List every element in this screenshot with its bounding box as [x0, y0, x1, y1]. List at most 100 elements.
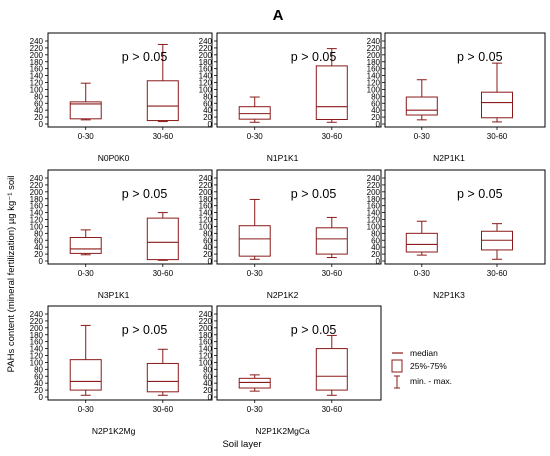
y-tick-label: 180: [199, 58, 213, 67]
y-tick-label: 180: [199, 331, 213, 340]
y-tick-label: 220: [30, 317, 44, 326]
y-tick-label: 60: [371, 236, 380, 245]
box-iqr: [405, 232, 438, 253]
panel-frame: [384, 169, 546, 265]
y-tick-label: 200: [199, 51, 213, 60]
legend-whisker-label: min. - max.: [410, 376, 452, 386]
y-tick-label: 200: [30, 51, 44, 60]
y-tick-label: 120: [199, 216, 213, 225]
p-value-annotation: p > 0.05: [457, 50, 503, 64]
y-tick-label: 80: [371, 229, 380, 238]
box-iqr: [315, 227, 348, 255]
y-tick-label: 180: [30, 195, 44, 204]
y-tick-label: 240: [199, 174, 213, 183]
y-tick-label: 20: [203, 250, 212, 259]
y-tick-label: 0: [208, 120, 213, 129]
y-tick-label: 120: [30, 79, 44, 88]
y-tick-label: 60: [34, 372, 43, 381]
y-tick-label: 180: [367, 58, 381, 67]
legend-box-symbol: [391, 359, 403, 373]
y-tick-label: 100: [30, 85, 44, 94]
x-tick-label: 30-60: [487, 132, 508, 141]
x-tick-label: 30-60: [153, 132, 174, 141]
box-iqr: [315, 65, 348, 121]
x-tick-label: 0-30: [247, 132, 264, 141]
p-value-annotation: p > 0.05: [291, 187, 337, 201]
y-tick-label: 140: [199, 72, 213, 81]
y-tick-label: 200: [199, 188, 213, 197]
y-tick-label: 140: [30, 345, 44, 354]
y-tick-label: 20: [203, 386, 212, 395]
box-iqr: [69, 359, 102, 391]
y-tick-label: 100: [367, 85, 381, 94]
panel-frame: [47, 169, 213, 265]
y-tick-label: 100: [30, 222, 44, 231]
y-tick-label: 240: [30, 310, 44, 319]
y-tick-label: 200: [199, 324, 213, 333]
y-tick-label: 100: [367, 222, 381, 231]
panel-label: N1P1K1: [267, 153, 299, 163]
panel-frame: [216, 169, 382, 265]
y-tick-label: 200: [30, 324, 44, 333]
y-tick-label: 100: [30, 358, 44, 367]
y-tick-label: 0: [208, 257, 213, 266]
y-tick-label: 120: [30, 216, 44, 225]
box-iqr: [69, 101, 102, 120]
legend-box-label: 25%-75%: [410, 361, 447, 371]
y-tick-label: 140: [30, 72, 44, 81]
panel-frame: [384, 32, 546, 128]
panel-frame: [47, 32, 213, 128]
figure-label: A: [273, 7, 284, 24]
box-iqr: [238, 106, 271, 120]
y-tick-label: 220: [30, 181, 44, 190]
x-tick-label: 30-60: [322, 132, 343, 141]
y-tick-label: 240: [367, 37, 381, 46]
box-iqr: [146, 362, 179, 393]
y-tick-label: 220: [367, 181, 381, 190]
y-tick-label: 240: [367, 174, 381, 183]
y-tick-label: 40: [203, 243, 212, 252]
y-tick-label: 120: [367, 216, 381, 225]
y-tick-label: 180: [30, 331, 44, 340]
y-tick-label: 40: [34, 379, 43, 388]
y-tick-label: 100: [199, 222, 213, 231]
y-tick-label: 20: [371, 113, 380, 122]
y-tick-label: 40: [34, 106, 43, 115]
y-tick-label: 180: [367, 195, 381, 204]
box-iqr: [146, 80, 179, 122]
x-tick-label: 30-60: [322, 269, 343, 278]
y-tick-label: 220: [199, 44, 213, 53]
panel-label: N2P1K2Mg: [92, 426, 136, 436]
y-tick-label: 160: [199, 338, 213, 347]
y-tick-label: 20: [34, 250, 43, 259]
y-tick-label: 60: [34, 99, 43, 108]
y-tick-label: 120: [30, 352, 44, 361]
y-tick-label: 160: [30, 338, 44, 347]
y-tick-label: 220: [367, 44, 381, 53]
y-tick-label: 0: [208, 393, 213, 402]
y-tick-label: 0: [39, 120, 44, 129]
y-tick-label: 100: [199, 358, 213, 367]
y-tick-label: 40: [371, 106, 380, 115]
y-tick-label: 80: [203, 365, 212, 374]
y-tick-label: 240: [30, 174, 44, 183]
y-tick-label: 40: [203, 106, 212, 115]
x-tick-label: 0-30: [78, 132, 95, 141]
x-tick-label: 30-60: [487, 269, 508, 278]
panel-label: N0P0K0: [98, 153, 130, 163]
y-tick-label: 160: [30, 65, 44, 74]
y-tick-label: 160: [199, 65, 213, 74]
y-tick-label: 40: [203, 379, 212, 388]
y-axis-title: PAHs content (mineral fertilization) µg …: [6, 176, 17, 373]
x-tick-label: 30-60: [153, 269, 174, 278]
panel-label: N2P1K2: [267, 290, 299, 300]
y-tick-label: 20: [34, 113, 43, 122]
y-tick-label: 0: [376, 257, 381, 266]
x-tick-label: 0-30: [414, 132, 431, 141]
y-tick-label: 220: [30, 44, 44, 53]
y-tick-label: 40: [34, 243, 43, 252]
x-tick-label: 0-30: [247, 269, 264, 278]
y-tick-label: 220: [199, 317, 213, 326]
